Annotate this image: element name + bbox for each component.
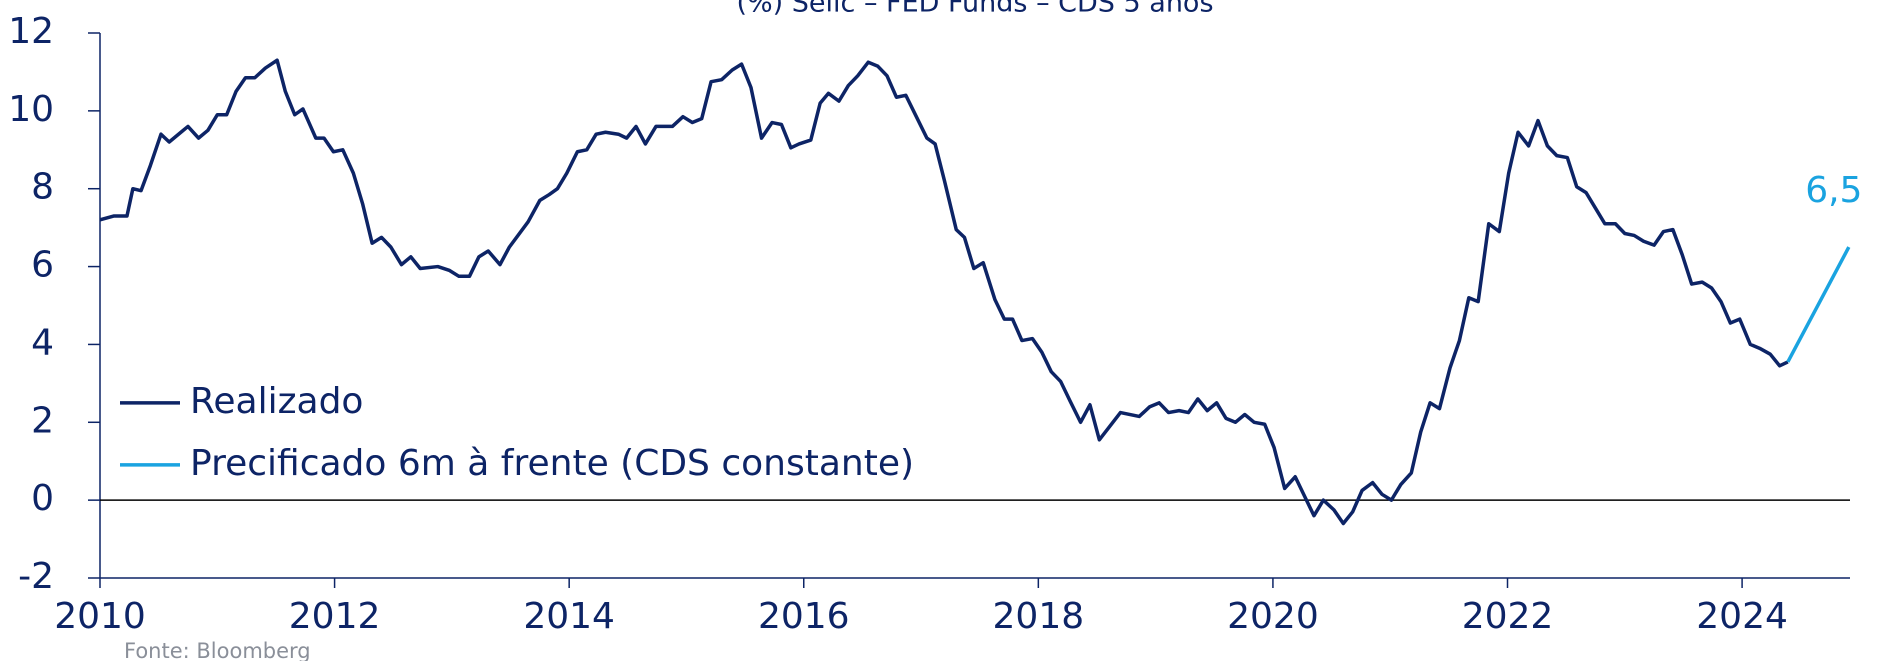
y-tick-label: 10 bbox=[8, 89, 54, 130]
source: Fonte: Bloomberg bbox=[124, 639, 311, 661]
x-tick-label: 2024 bbox=[1696, 596, 1788, 637]
y-tick-label: 12 bbox=[8, 11, 54, 52]
y-tick-label: 2 bbox=[31, 400, 54, 441]
legend-label: Precificado 6m à frente (CDS constante) bbox=[190, 443, 914, 484]
y-tick-label: -2 bbox=[18, 556, 54, 597]
series-line bbox=[1786, 246, 1851, 363]
x-tick-label: 2020 bbox=[1227, 596, 1319, 637]
series-line bbox=[99, 58, 1789, 526]
x-tick-label: 2016 bbox=[758, 596, 850, 637]
y-tick-label: 8 bbox=[31, 167, 54, 208]
x-tick-label: 2022 bbox=[1462, 596, 1554, 637]
x-tick-label: 2014 bbox=[523, 596, 615, 637]
x-tick-label: 2018 bbox=[993, 596, 1085, 637]
legend-label: Realizado bbox=[190, 381, 363, 422]
x-tick-label: 2012 bbox=[289, 596, 381, 637]
y-tick-label: 0 bbox=[31, 478, 54, 519]
x-tick-label: 2010 bbox=[54, 596, 146, 637]
chart-title: (%) Selic – FED Funds – CDS 5 anos bbox=[736, 0, 1213, 19]
value-label: 6,5 bbox=[1805, 170, 1862, 211]
y-tick-label: 6 bbox=[31, 245, 54, 286]
y-tick-label: 4 bbox=[31, 322, 54, 363]
